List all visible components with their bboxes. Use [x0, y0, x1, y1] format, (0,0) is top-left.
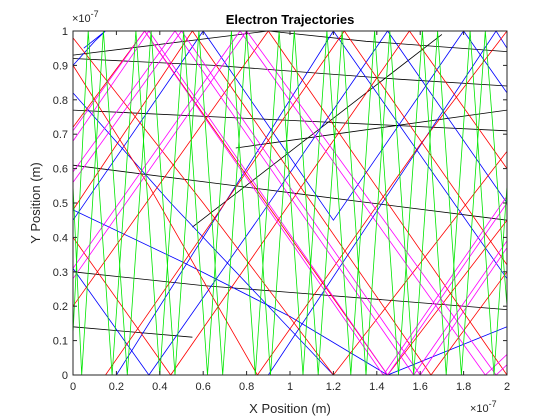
trajectory-lines	[72, 30, 508, 376]
y-tick-label: 0.3	[53, 267, 68, 279]
trajectory-line	[72, 271, 508, 310]
x-axis-ticks: 0 0.2 0.4 0.6 0.8 1 1.2 1.4 1.6 1.8 2	[70, 31, 510, 393]
y-axis-label: Y Position (m)	[28, 162, 43, 243]
trajectory-line	[72, 30, 508, 376]
x-tick-label: 1.4	[369, 381, 384, 393]
y-tick-label: 0	[62, 370, 68, 382]
x-tick-label: 0.8	[239, 381, 254, 393]
trajectory-line	[72, 30, 508, 376]
trajectory-line	[72, 30, 508, 376]
trajectory-line	[72, 30, 508, 376]
y-tick-label: 1	[62, 26, 68, 38]
x-axis-label: X Position (m)	[249, 401, 331, 416]
x-tick-label: 1	[287, 381, 293, 393]
x-tick-label: 0.6	[196, 381, 211, 393]
trajectory-line	[72, 30, 106, 66]
trajectory-line	[72, 30, 508, 376]
y-tick-label: 0.1	[53, 336, 68, 348]
y-exponent-label: ×10-7	[72, 9, 99, 25]
trajectory-line	[116, 30, 508, 376]
x-tick-label: 2	[504, 381, 510, 393]
x-tick-label: 1.8	[456, 381, 471, 393]
y-tick-label: 0.8	[53, 95, 68, 107]
trajectory-line	[72, 58, 508, 87]
x-tick-label: 1.6	[413, 381, 428, 393]
trajectory-line	[72, 30, 508, 376]
trajectory-line	[72, 92, 334, 376]
trajectory-line	[72, 30, 508, 376]
y-tick-label: 0.6	[53, 164, 68, 176]
x-exponent-label: ×10-7	[470, 399, 497, 415]
x-tick-label: 0.2	[109, 381, 124, 393]
y-tick-label: 0.4	[53, 232, 68, 244]
trajectory-line	[72, 30, 508, 376]
trajectory-line	[72, 209, 508, 376]
trajectory-line	[72, 30, 508, 376]
trajectory-line	[72, 30, 508, 376]
trajectory-line	[72, 37, 508, 376]
x-tick-label: 1.2	[326, 381, 341, 393]
y-tick-label: 0.7	[53, 129, 68, 141]
y-tick-label: 0.9	[53, 60, 68, 72]
x-tick-label: 0	[70, 381, 76, 393]
y-tick-label: 0.2	[53, 301, 68, 313]
y-tick-label: 0.5	[53, 198, 68, 210]
y-axis-ticks: 0 0.1 0.2 0.3 0.4 0.5 0.6 0.7 0.8 0.9 1	[53, 26, 507, 382]
x-tick-label: 0.4	[152, 381, 167, 393]
trajectory-line	[235, 109, 508, 149]
trajectory-line	[72, 30, 508, 221]
trajectory-line	[192, 34, 443, 228]
chart-title: Electron Trajectories	[226, 12, 355, 27]
